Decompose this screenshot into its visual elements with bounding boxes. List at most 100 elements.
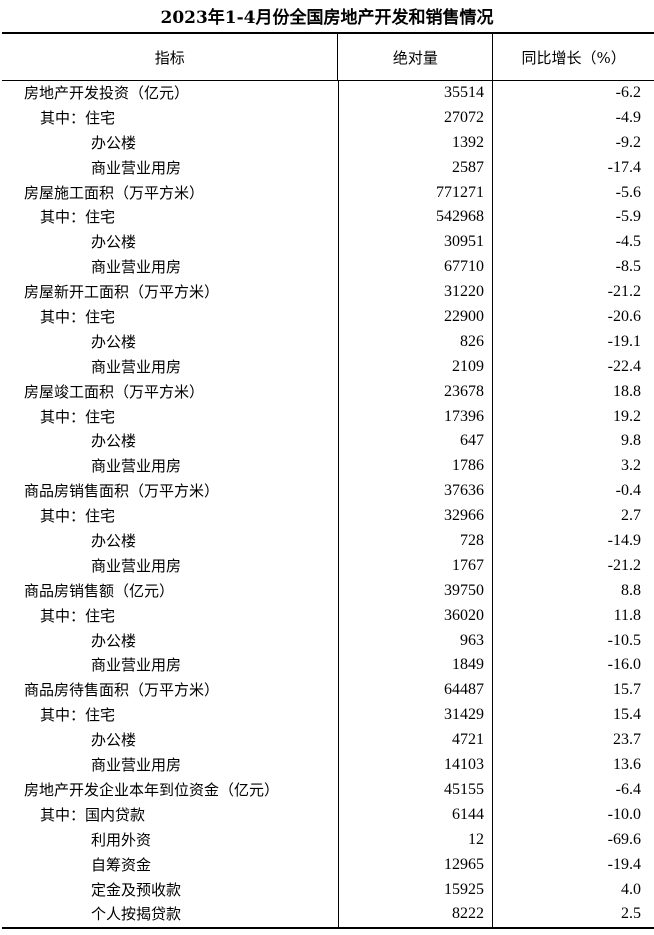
row-label: 商业营业用房 xyxy=(91,258,182,277)
row-label: 商业营业用房 xyxy=(91,756,182,775)
row-growth: -10.5 xyxy=(492,628,653,654)
row-label: 办公楼 xyxy=(91,432,137,451)
row-value: 31220 xyxy=(338,280,492,306)
row-value: 826 xyxy=(338,329,492,355)
table-body: 房地产开发投资（亿元） 35514 -6.2 其中：住宅 27072 -4.9 办公楼 139… xyxy=(2,81,654,928)
row-label: 房地产开发投资（亿元） xyxy=(24,84,190,102)
row-growth: 19.2 xyxy=(492,404,653,430)
row-growth: 2.5 xyxy=(492,902,653,928)
row-growth: -20.6 xyxy=(492,305,653,330)
row-growth: 9.8 xyxy=(492,429,653,455)
row-label: 商业营业用房 xyxy=(91,556,182,575)
table-row: 商品房待售面积（万平方米） 64487 15.7 xyxy=(2,678,654,704)
row-growth: -17.4 xyxy=(492,155,653,181)
row-label: 其中：国内贷款 xyxy=(40,805,146,824)
row-value: 12965 xyxy=(338,852,492,878)
table-row: 办公楼 1392 -9.2 xyxy=(2,130,654,156)
row-label: 办公楼 xyxy=(91,731,137,750)
row-label: 商业营业用房 xyxy=(91,357,182,376)
row-growth: -5.6 xyxy=(492,180,653,206)
row-label: 房屋新开工面积（万平方米） xyxy=(24,283,220,302)
table-row: 办公楼 963 -10.5 xyxy=(2,628,654,654)
row-label: 其中：住宅 xyxy=(40,208,116,227)
row-label: 商品房销售额（亿元） xyxy=(24,581,175,600)
row-growth: -6.2 xyxy=(492,81,653,106)
row-growth: -21.2 xyxy=(492,280,653,306)
row-growth: -10.0 xyxy=(492,802,653,828)
row-value: 8222 xyxy=(338,902,492,928)
row-label: 商业营业用房 xyxy=(91,656,182,675)
row-growth: 8.8 xyxy=(492,578,653,604)
row-growth: 4.0 xyxy=(492,877,653,903)
row-growth: -19.4 xyxy=(492,852,653,878)
row-label: 个人按揭贷款 xyxy=(91,905,182,924)
row-value: 2587 xyxy=(338,155,492,181)
table-row: 利用外资 12 -69.6 xyxy=(2,827,654,853)
row-value: 1392 xyxy=(338,130,492,156)
table-row: 自筹资金 12965 -19.4 xyxy=(2,852,654,878)
row-label: 房屋施工面积（万平方米） xyxy=(24,183,205,202)
table-row: 商业营业用房 2109 -22.4 xyxy=(2,354,654,380)
table-row: 房屋竣工面积（万平方米） 23678 18.8 xyxy=(2,379,654,405)
row-growth: 15.7 xyxy=(492,678,653,704)
row-label: 其中：住宅 xyxy=(40,606,116,625)
row-value: 1786 xyxy=(338,454,492,480)
table-row: 其中：住宅 32966 2.7 xyxy=(2,504,654,530)
row-label: 办公楼 xyxy=(91,233,137,252)
table-row: 商业营业用房 67710 -8.5 xyxy=(2,255,654,281)
row-growth: -69.6 xyxy=(492,827,653,853)
row-label: 定金及预收款 xyxy=(91,880,182,899)
table-row: 办公楼 30951 -4.5 xyxy=(2,230,654,256)
row-value: 647 xyxy=(338,429,492,455)
table-row: 个人按揭贷款 8222 2.5 xyxy=(2,902,654,928)
row-growth: -14.9 xyxy=(492,529,653,554)
row-value: 64487 xyxy=(338,678,492,704)
table-row: 商业营业用房 14103 13.6 xyxy=(2,753,654,778)
row-value: 771271 xyxy=(338,180,492,206)
row-growth: -16.0 xyxy=(492,653,653,679)
row-growth: 11.8 xyxy=(492,603,653,629)
table-row: 其中：住宅 36020 11.8 xyxy=(2,603,654,629)
table-header: 指标 绝对量 同比增长（%） xyxy=(2,34,654,81)
table-row: 办公楼 826 -19.1 xyxy=(2,329,654,355)
row-label: 其中：住宅 xyxy=(40,507,116,526)
table-row: 房屋施工面积（万平方米） 771271 -5.6 xyxy=(2,180,654,206)
row-value: 963 xyxy=(338,628,492,654)
row-label: 其中：住宅 xyxy=(40,706,116,725)
row-value: 542968 xyxy=(338,205,492,231)
table-row: 商业营业用房 2587 -17.4 xyxy=(2,155,654,181)
table-row: 商品房销售额（亿元） 39750 8.8 xyxy=(2,578,654,604)
row-label: 办公楼 xyxy=(91,631,137,650)
table-row: 其中：住宅 17396 19.2 xyxy=(2,404,654,430)
row-label: 商业营业用房 xyxy=(91,457,182,476)
document-title: 2023年1-4月份全国房地产开发和销售情况 xyxy=(160,8,494,28)
table-row: 其中：住宅 31429 15.4 xyxy=(2,703,654,729)
row-label: 办公楼 xyxy=(91,532,137,551)
row-value: 39750 xyxy=(338,578,492,604)
table-row: 商品房销售面积（万平方米） 37636 -0.4 xyxy=(2,479,654,505)
row-growth: -0.4 xyxy=(492,479,653,505)
row-value: 6144 xyxy=(338,802,492,828)
row-value: 35514 xyxy=(338,81,492,106)
row-value: 1849 xyxy=(338,653,492,679)
row-value: 67710 xyxy=(338,255,492,281)
row-growth: -8.5 xyxy=(492,255,653,281)
row-value: 37636 xyxy=(338,479,492,505)
row-label: 房地产开发企业本年到位资金（亿元） xyxy=(24,780,280,799)
row-value: 22900 xyxy=(338,305,492,330)
row-value: 15925 xyxy=(338,877,492,903)
table-row: 房地产开发投资（亿元） 35514 -6.2 xyxy=(2,81,654,106)
row-value: 17396 xyxy=(338,404,492,430)
row-value: 12 xyxy=(338,827,492,853)
row-growth: -5.9 xyxy=(492,205,653,231)
row-label: 其中：住宅 xyxy=(40,108,116,127)
row-value: 14103 xyxy=(338,753,492,778)
row-growth: 15.4 xyxy=(492,703,653,729)
row-growth: 2.7 xyxy=(492,504,653,530)
row-value: 36020 xyxy=(338,603,492,629)
row-label: 利用外资 xyxy=(91,830,152,849)
row-growth: 13.6 xyxy=(492,753,653,778)
row-label: 其中：住宅 xyxy=(40,407,116,426)
row-value: 4721 xyxy=(338,728,492,754)
row-value: 1767 xyxy=(338,553,492,579)
